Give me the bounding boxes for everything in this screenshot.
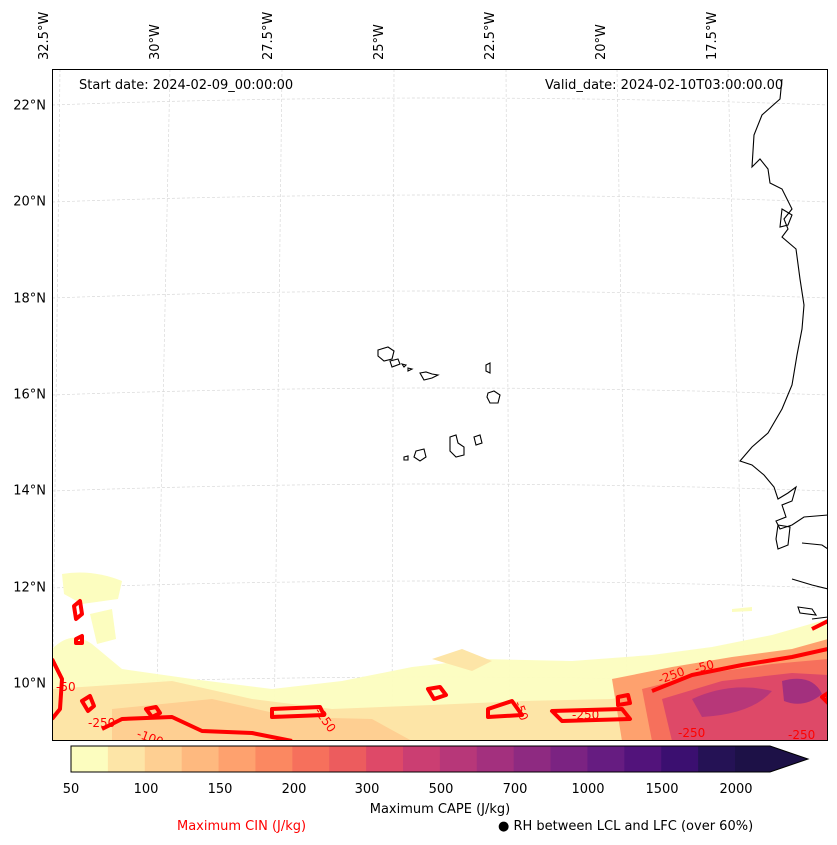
lon-label-17-5w: 17.5°W [705,11,720,60]
colorbar-swatch-1 [107,746,146,772]
cb-tick-300: 300 [354,782,380,797]
cb-tick-200: 200 [281,782,307,797]
cin-label-6: -250 [572,708,599,722]
colorbar-swatch-17 [698,746,736,772]
colorbar-swatch-8 [366,746,404,772]
cb-tick-50: 50 [62,782,80,797]
cape-verde-islands [377,346,501,462]
cb-tick-150: 150 [207,782,233,797]
cape-colorbar [70,745,810,773]
cb-tick-1500: 1500 [645,782,679,797]
colorbar-swatch-7 [329,746,367,772]
lon-label-30w: 30°W [148,24,163,60]
cin-label-1: -50 [56,680,76,694]
colorbar-swatch-13 [550,746,588,772]
rh-legend-label: ● RH between LCL and LFC (over 60%) [498,819,754,834]
lon-label-25w: 25°W [372,24,387,60]
cin-label-10: -250 [788,728,815,741]
cb-tick-100: 100 [133,782,159,797]
lon-label-20w: 20°W [594,24,609,60]
colorbar-swatch-11 [476,746,515,772]
cin-label-9: -50 [693,657,716,676]
cin-label-5: -50 [511,699,531,722]
colorbar-swatch-2 [144,746,183,772]
colorbar-extend-arrow [735,746,808,772]
colorbar-swatch-5 [255,746,293,772]
valid-date-label: Valid_date: 2024-02-10T03:00:00.00 [545,78,784,93]
colorbar-swatch-16 [661,746,699,772]
cin-legend-label: Maximum CIN (J/kg) [177,819,307,834]
lon-label-22-5w: 22.5°W [483,11,498,60]
start-date-label: Start date: 2024-02-09_00:00:00 [79,78,294,93]
cb-tick-2000: 2000 [719,782,753,797]
lat-label-22n: 22°N [13,98,46,114]
cape-field [52,572,828,741]
cin-label-8: -250 [678,726,705,740]
colorbar-swatch-0 [71,746,109,772]
lat-label-20n: 20°N [13,194,46,210]
colorbar-swatch-14 [587,746,625,772]
lon-label-32-5w: 32.5°W [37,11,52,60]
lat-label-16n: 16°N [13,387,46,403]
lon-label-27-5w: 27.5°W [261,11,276,60]
coastline [739,78,828,620]
gridlines [52,69,828,741]
cin-contours [52,599,828,741]
map-plot: -50 -250 -100 -250 -50 -250 -250 -250 -5… [52,69,828,741]
lat-label-18n: 18°N [13,291,46,307]
lat-label-12n: 12°N [13,580,46,596]
lat-label-10n: 10°N [13,676,46,692]
colorbar-swatch-15 [624,746,662,772]
colorbar-swatch-6 [292,746,330,772]
colorbar-swatch-12 [513,746,552,772]
colorbar-swatch-4 [218,746,256,772]
cb-tick-500: 500 [428,782,454,797]
cb-tick-700: 700 [502,782,528,797]
colorbar-swatch-9 [403,746,441,772]
colorbar-title: Maximum CAPE (J/kg) [369,802,511,817]
cin-label-2: -250 [88,716,115,730]
map-frame [52,69,828,741]
colorbar-swatch-3 [181,746,220,772]
colorbar-swatch-10 [439,746,478,772]
lat-label-14n: 14°N [13,483,46,499]
cb-tick-1000: 1000 [571,782,605,797]
